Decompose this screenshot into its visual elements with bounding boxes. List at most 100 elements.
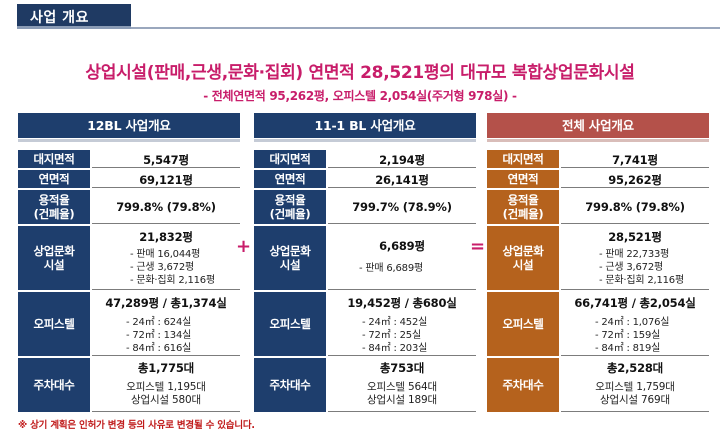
parking-item: 상업시설 580대 — [131, 394, 201, 406]
site-area-value: 2,194평 — [379, 153, 425, 167]
commercial-item: - 문화·집회 2,116평 — [130, 275, 215, 286]
parking-label: 주차대수 — [18, 358, 90, 412]
floor-area-value: 95,262평 — [608, 173, 662, 187]
row-site-area: 대지면적 2,194평 — [254, 150, 476, 168]
parking-label: 주차대수 — [254, 358, 326, 412]
ratio-label: 용적율 (건폐율) — [18, 190, 90, 224]
row-floor-area: 연면적 26,141평 — [254, 170, 476, 188]
parking-total: 총753대 — [379, 361, 425, 375]
column-title: 11-1 BL 사업개요 — [254, 113, 476, 142]
ratio-label-line2: (건폐율) — [502, 207, 544, 221]
header-divider — [131, 27, 720, 29]
row-site-area: 대지면적 5,547평 — [18, 150, 240, 168]
ratio-label-line2: (건폐율) — [33, 207, 75, 221]
officetel-item: - 84㎡ : 819실 — [595, 343, 661, 354]
parking-item: 오피스텔 1,759대 — [595, 381, 675, 393]
officetel-label: 오피스텔 — [487, 292, 559, 356]
row-officetel: 오피스텔 47,289평 / 총1,374실 - 24㎡ : 624실 - 72㎡ :… — [18, 292, 240, 356]
row-officetel: 오피스텔 66,741평 / 총2,054실 - 24㎡ : 1,076실 - 72㎡… — [487, 292, 709, 356]
officetel-item: - 84㎡ : 203실 — [362, 343, 428, 354]
site-area-label: 대지면적 — [487, 150, 559, 168]
parking-total: 총1,775대 — [137, 361, 195, 375]
floor-area-value: 26,141평 — [375, 173, 429, 187]
commercial-item: - 판매 16,044평 — [130, 249, 201, 260]
parking-item: 오피스텔 1,195대 — [126, 381, 206, 393]
ratio-label-line2: (건폐율) — [269, 207, 311, 221]
parking-total: 총2,528대 — [606, 361, 664, 375]
section-title-box: 사업 개요 — [17, 4, 131, 29]
parking-label: 주차대수 — [487, 358, 559, 412]
officetel-item: - 24㎡ : 1,076실 — [595, 317, 670, 328]
section-header: 사업 개요 — [0, 0, 720, 31]
parking-item: 오피스텔 564대 — [367, 381, 437, 393]
officetel-item: - 84㎡ : 616실 — [126, 343, 192, 354]
site-area-label: 대지면적 — [18, 150, 90, 168]
subheadline: - 전체연면적 95,262평, 오피스텔 2,054실(주거형 978실) - — [203, 89, 517, 103]
row-commercial: 상업문화 시설 28,521평 - 판매 22,733평 - 근생 3,672평 - 문화… — [487, 226, 709, 290]
column-title: 전체 사업개요 — [487, 113, 709, 142]
commercial-label: 상업문화 시설 — [487, 226, 559, 290]
officetel-item: - 24㎡ : 624실 — [126, 317, 192, 328]
column-title: 12BL 사업개요 — [18, 113, 240, 142]
site-area-label: 대지면적 — [254, 150, 326, 168]
parking-item: 상업시설 189대 — [367, 394, 437, 406]
floor-area-value: 69,121평 — [139, 173, 193, 187]
commercial-label: 상업문화 시설 — [254, 226, 326, 290]
officetel-total: 47,289평 / 총1,374실 — [105, 296, 227, 310]
row-site-area: 대지면적 7,741평 — [487, 150, 709, 168]
officetel-item: - 72㎡ : 159실 — [595, 330, 661, 341]
ratio-label-line1: 용적율 — [274, 192, 306, 207]
headline: 상업시설(판매,근생,문화·집회) 연면적 28,521평의 대규모 복합상업문… — [85, 63, 635, 83]
ratio-label: 용적율 (건폐율) — [487, 190, 559, 224]
commercial-total: 28,521평 — [608, 230, 662, 244]
site-area-value: 5,547평 — [143, 153, 189, 167]
commercial-item: - 근생 3,672평 — [599, 262, 663, 273]
commercial-item: - 근생 3,672평 — [130, 262, 194, 273]
commercial-label-line1: 상업문화 — [33, 243, 75, 258]
commercial-label-line1: 상업문화 — [502, 243, 544, 258]
commercial-label-line2: 시설 — [279, 258, 301, 272]
commercial-total: 21,832평 — [139, 230, 193, 244]
row-officetel: 오피스텔 19,452평 / 총680실 - 24㎡ : 452실 - 72㎡ : 2… — [254, 292, 476, 356]
officetel-item: - 72㎡ : 134실 — [126, 330, 192, 341]
commercial-item: - 판매 22,733평 — [599, 249, 670, 260]
officetel-total: 66,741평 / 총2,054실 — [574, 296, 696, 310]
row-commercial: 상업문화 시설 6,689평 - 판매 6,689평 — [254, 226, 476, 290]
officetel-label: 오피스텔 — [254, 292, 326, 356]
officetel-label: 오피스텔 — [18, 292, 90, 356]
officetel-item: - 24㎡ : 452실 — [362, 317, 428, 328]
commercial-label-line2: 시설 — [43, 258, 65, 272]
ratio-value: 799.8% (79.8%) — [585, 200, 685, 214]
commercial-label: 상업문화 시설 — [18, 226, 90, 290]
floor-area-label: 연면적 — [18, 170, 90, 188]
ratio-value: 799.7% (78.9%) — [352, 200, 452, 214]
row-floor-area: 연면적 69,121평 — [18, 170, 240, 188]
commercial-item: - 판매 6,689평 — [359, 263, 423, 274]
commercial-total: 6,689평 — [379, 239, 425, 253]
row-ratio: 용적율 (건폐율) 799.7% (78.9%) — [254, 190, 476, 224]
site-area-value: 7,741평 — [612, 153, 658, 167]
floor-area-label: 연면적 — [487, 170, 559, 188]
row-commercial: 상업문화 시설 21,832평 - 판매 16,044평 - 근생 3,672평 - 문화… — [18, 226, 240, 290]
commercial-item: - 문화·집회 2,116평 — [599, 275, 684, 286]
floor-area-label: 연면적 — [254, 170, 326, 188]
ratio-label-line1: 용적율 — [507, 192, 539, 207]
ratio-label: 용적율 (건폐율) — [254, 190, 326, 224]
officetel-item: - 72㎡ : 25실 — [362, 330, 421, 341]
equals-operator: = — [470, 236, 486, 257]
section-title: 사업 개요 — [30, 10, 89, 26]
officetel-total: 19,452평 / 총680실 — [347, 296, 457, 310]
parking-item: 상업시설 769대 — [600, 394, 670, 406]
disclaimer-note: ※ 상기 계획은 인허가 변경 등의 사유로 변경될 수 있습니다. — [18, 420, 255, 431]
ratio-label-line1: 용적율 — [38, 192, 70, 207]
plus-operator: + — [236, 236, 252, 257]
row-ratio: 용적율 (건폐율) 799.8% (79.8%) — [18, 190, 240, 224]
ratio-value: 799.8% (79.8%) — [116, 200, 216, 214]
row-floor-area: 연면적 95,262평 — [487, 170, 709, 188]
commercial-label-line2: 시설 — [512, 258, 534, 272]
row-ratio: 용적율 (건폐율) 799.8% (79.8%) — [487, 190, 709, 224]
commercial-label-line1: 상업문화 — [269, 243, 311, 258]
